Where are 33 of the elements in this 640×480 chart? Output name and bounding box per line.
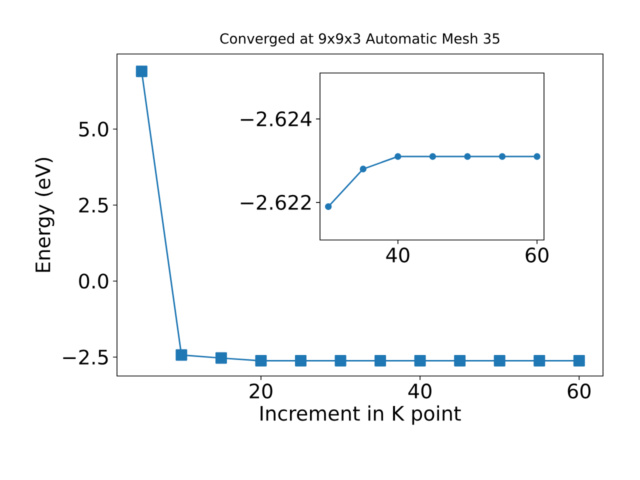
y-tick-label: −2.624 [240, 111, 312, 126]
point [215, 352, 227, 364]
x-axis-title: Increment in K point [260, 405, 461, 425]
point [534, 355, 546, 367]
x-tick-label: 60 [526, 248, 548, 263]
x-tick-label: 60 [568, 384, 590, 399]
point [360, 166, 366, 172]
y-axis-title: Energy (eV) [35, 158, 54, 272]
point [429, 153, 436, 160]
point [294, 355, 306, 367]
point [136, 66, 148, 78]
point [394, 153, 402, 160]
point [498, 153, 506, 160]
y-tick-label: 5.0 [79, 122, 108, 137]
x-tick-label: 40 [386, 248, 410, 263]
point [374, 355, 386, 367]
point [464, 153, 471, 160]
point [494, 355, 506, 367]
point [573, 355, 585, 367]
point [534, 153, 540, 160]
y-tick-label: 2.5 [79, 198, 108, 213]
point [176, 349, 188, 361]
point [255, 355, 267, 367]
point [325, 203, 332, 210]
chart-title: Converged at 9x9x3 Automatic Mesh 35 [220, 32, 500, 46]
point [454, 355, 466, 367]
point [334, 355, 346, 367]
x-tick-label: 40 [408, 384, 432, 399]
y-tick-label: −2.5 [63, 350, 108, 365]
point [414, 355, 426, 367]
y-tick-label: −2.622 [240, 194, 310, 210]
y-tick-label: 0.0 [79, 274, 108, 289]
x-tick-label: 20 [250, 384, 272, 399]
